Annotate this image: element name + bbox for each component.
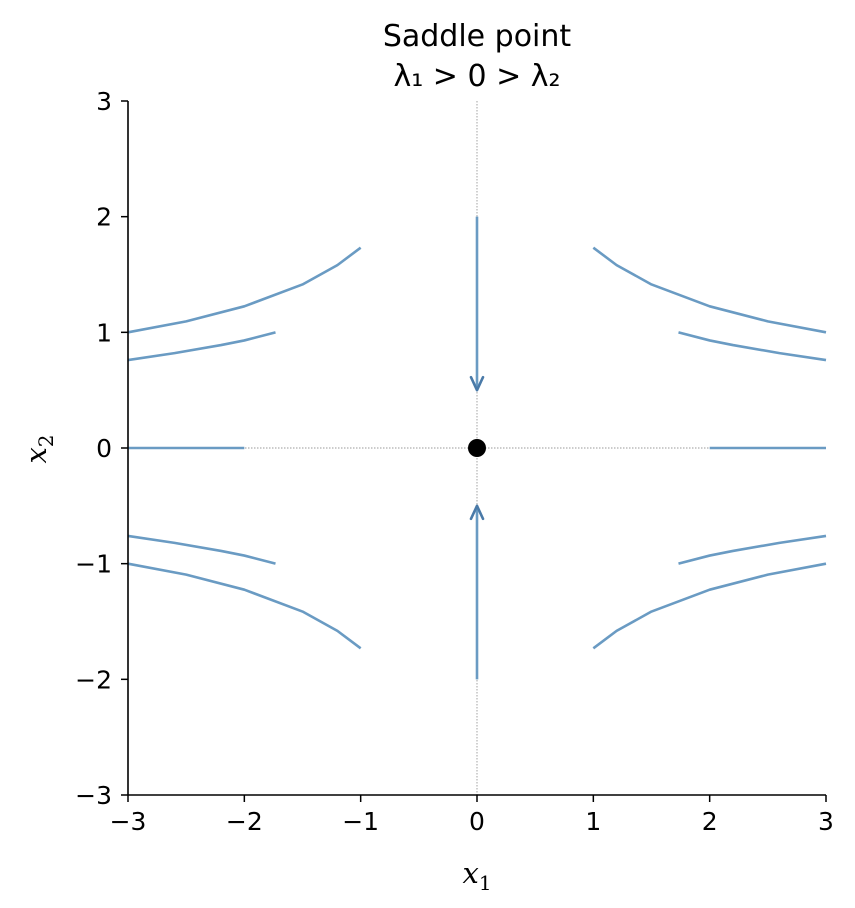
trajectory-1	[127, 246, 362, 334]
trajectory-5	[592, 246, 827, 334]
x-tick-label: 1	[585, 807, 601, 836]
y-tick-label: 1	[96, 318, 112, 347]
trajectory-6	[678, 331, 827, 362]
equilibrium-point	[468, 439, 486, 457]
x-tick-label: 3	[818, 807, 834, 836]
y-tick-label: 0	[96, 434, 112, 463]
flow-arrows	[469, 375, 485, 521]
x-tick-label: −2	[226, 807, 263, 836]
x-tick-label: 0	[469, 807, 485, 836]
y-ticks: −3 −2 −1 0 1 2 3	[75, 87, 128, 810]
trajectory-2	[127, 331, 276, 362]
x-tick-label: 2	[702, 807, 718, 836]
x-axis-label: x1	[462, 856, 491, 895]
trajectory-7	[592, 562, 827, 650]
trajectories	[127, 216, 827, 680]
arrowhead-down	[469, 375, 485, 392]
y-tick-label: 3	[96, 87, 112, 116]
chart-subtitle: λ₁ > 0 > λ₂	[393, 59, 560, 94]
y-tick-label: −1	[75, 550, 112, 579]
trajectory-8	[678, 534, 827, 565]
y-axis-label: x2	[19, 434, 58, 463]
x-ticks: −3 −2 −1 0 1 2 3	[110, 795, 834, 836]
arrowhead-up	[469, 504, 485, 521]
x-tick-label: −3	[110, 807, 147, 836]
y-tick-label: 2	[96, 203, 112, 232]
y-tick-label: −2	[75, 665, 112, 694]
chart-title: Saddle point	[383, 19, 572, 54]
equilibrium-group	[468, 439, 486, 457]
trajectory-4	[127, 534, 276, 565]
y-tick-label: −3	[75, 781, 112, 810]
trajectory-3	[127, 562, 362, 650]
x-tick-label: −1	[342, 807, 379, 836]
